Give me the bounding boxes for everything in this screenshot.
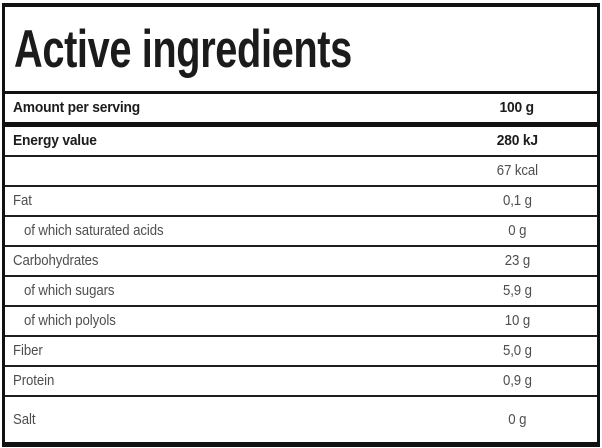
nutrient-value: 67 kcal [496, 162, 538, 179]
nutrient-value: 280 kJ [496, 132, 538, 149]
nutrient-label-cell: of which sugars [5, 282, 437, 300]
nutrient-value-cell: 5,0 g [437, 342, 597, 360]
nutrient-label: Fat [13, 192, 32, 209]
nutrient-value: 10 g [504, 312, 530, 329]
nutrient-label-cell: Fiber [5, 342, 437, 360]
header-divider [5, 122, 597, 127]
nutrient-label: Carbohydrates [13, 252, 99, 269]
nutrient-label-cell: Protein [5, 372, 437, 390]
nutrient-label-cell: Fat [5, 192, 437, 210]
nutrient-label-cell [5, 162, 437, 180]
nutrient-value-cell: 0,1 g [437, 192, 597, 210]
table-row: of which polyols 10 g [5, 307, 597, 337]
active-ingredients-panel: Active ingredients Amount per serving 10… [2, 3, 600, 447]
nutrient-value-cell: 10 g [437, 312, 597, 330]
nutrient-value-cell: 67 kcal [437, 162, 597, 180]
nutrient-value-cell: 280 kJ [437, 132, 597, 150]
nutrient-value: 0 g [507, 222, 527, 239]
nutrient-value: 0 g [507, 410, 527, 428]
nutrient-value: 5,0 g [502, 342, 532, 359]
nutrient-label: Protein [13, 372, 55, 389]
nutrient-label-cell: Carbohydrates [5, 252, 437, 270]
nutrient-value: 5,9 g [502, 282, 532, 299]
nutrient-label: Salt [13, 410, 36, 428]
nutrient-value: 23 g [504, 252, 530, 269]
page-title: Active ingredients [14, 19, 352, 79]
title-block: Active ingredients [5, 7, 597, 91]
table-row: of which saturated acids 0 g [5, 217, 597, 247]
table-row: Fiber 5,0 g [5, 337, 597, 367]
nutrient-label-cell: of which saturated acids [5, 222, 437, 240]
nutrient-value: 0,9 g [502, 372, 532, 389]
table-row: Fat 0,1 g [5, 187, 597, 217]
nutrient-label: of which polyols [24, 312, 116, 329]
nutrient-value-cell: 0 g [437, 222, 597, 240]
table-row: Energy value 280 kJ [5, 127, 597, 157]
nutrient-label: Energy value [13, 132, 97, 149]
header-label-cell: Amount per serving [5, 99, 437, 117]
header-value: 100 g [499, 99, 535, 116]
table-row: Carbohydrates 23 g [5, 247, 597, 277]
nutrient-label: of which saturated acids [24, 222, 164, 239]
nutrient-rows: Energy value 280 kJ 67 kcal Fat 0,1 g of whic… [5, 127, 597, 442]
nutrient-label: Fiber [13, 342, 43, 359]
nutrient-label-cell: Energy value [5, 132, 437, 150]
title-divider [5, 91, 597, 94]
table-row: Protein 0,9 g [5, 367, 597, 397]
header-label: Amount per serving [13, 99, 141, 116]
header-value-cell: 100 g [437, 99, 597, 117]
nutrient-value-cell: 23 g [437, 252, 597, 270]
nutrient-value: 0,1 g [502, 192, 532, 209]
table-row: 67 kcal [5, 157, 597, 187]
nutrient-label-cell: of which polyols [5, 312, 437, 330]
table-row: Salt 0 g [5, 397, 597, 442]
table-row: of which sugars 5,9 g [5, 277, 597, 307]
nutrient-value-cell: 5,9 g [437, 282, 597, 300]
nutrient-label-cell: Salt [5, 411, 437, 429]
nutrient-value-cell: 0,9 g [437, 372, 597, 390]
table-header-row: Amount per serving 100 g [5, 94, 597, 122]
nutrient-label: of which sugars [24, 282, 115, 299]
nutrient-value-cell: 0 g [437, 411, 597, 429]
